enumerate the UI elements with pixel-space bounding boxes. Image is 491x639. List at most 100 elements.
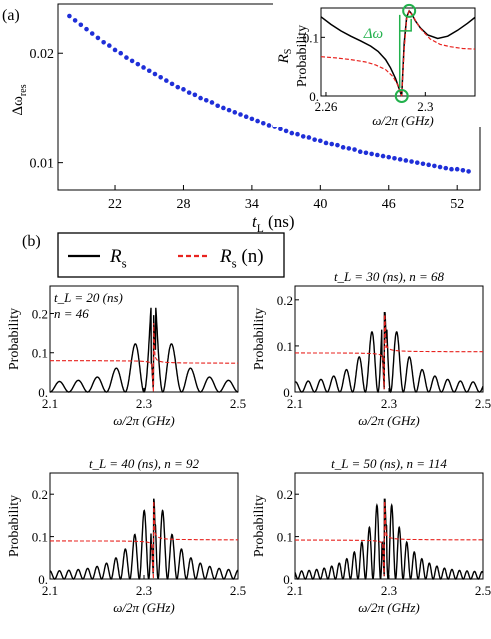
x-axis-label: ω/2π (GHz): [358, 600, 420, 615]
inset-series-rs-n: [320, 9, 476, 97]
data-point: [403, 158, 409, 163]
subplot-annotation: t_L = 20 (ns): [54, 290, 123, 305]
data-point: [312, 137, 317, 142]
data-point: [266, 123, 272, 128]
inset-x-tick-label: 2.26: [315, 99, 338, 114]
inset-x-tick-label: 2.3: [417, 99, 433, 114]
data-point: [112, 47, 118, 53]
series-rs-n-line: [50, 501, 238, 580]
data-point: [89, 31, 95, 36]
data-point: [107, 43, 112, 48]
x-tick-label: 52: [450, 197, 464, 212]
inset-y-tick-label: 0.: [309, 89, 319, 104]
y-tick-label: 0.1: [32, 530, 48, 545]
x-tick-label: 2.3: [381, 396, 397, 411]
y-axis-label: Probability: [7, 495, 22, 557]
x-tick-label: 2.5: [475, 396, 491, 411]
data-point: [192, 92, 198, 98]
x-tick-label: 2.1: [42, 583, 58, 598]
data-point: [141, 65, 146, 70]
data-point: [443, 165, 449, 171]
data-point: [300, 134, 306, 139]
y-tick-label: 0.: [283, 385, 293, 400]
data-point: [101, 39, 106, 45]
legend-label: Rs (n): [219, 246, 264, 270]
data-point: [449, 166, 454, 172]
y-tick-label: 0.02: [30, 47, 55, 62]
data-point: [363, 150, 369, 156]
series-rs-line: [49, 307, 239, 393]
data-point: [346, 146, 352, 151]
x-tick-label: 2.5: [230, 583, 246, 598]
panel-b-chart-tl40: 2.1 2.3 2.5 0. 0.1 0.2 Probability ω/2π (GHz) t_…: [7, 456, 246, 615]
x-tick-label: 22: [108, 197, 122, 212]
data-point: [454, 166, 460, 172]
x-axis-label: ω/2π (GHz): [113, 413, 175, 428]
data-point: [318, 138, 323, 144]
inset-background: [273, 2, 481, 127]
inset-y-tick-label: 0.1: [303, 30, 319, 45]
data-point: [283, 128, 289, 134]
data-point: [249, 116, 255, 122]
y-tick-label: 0.: [283, 572, 293, 587]
data-point: [437, 164, 443, 170]
inset-x-axis-label: ω/2π (GHz): [372, 113, 434, 128]
data-point: [295, 131, 300, 137]
data-point: [340, 145, 346, 150]
x-tick-label: 2.1: [42, 396, 58, 411]
panel-b-chart-tl50: 2.1 2.3 2.5 0. 0.1 0.2 Probability ω/2π (GHz) t_…: [252, 456, 491, 615]
legend-label: Rs: [109, 246, 127, 270]
data-point: [129, 58, 135, 64]
subplot-annotation: n = 46: [54, 306, 89, 321]
panel-a-chart: 22 28 34 40 46 52 0.01 0.02 Δωres tL (ns): [10, 3, 481, 235]
data-point: [397, 157, 403, 162]
data-point: [181, 87, 186, 92]
y-axis-label: Probability: [252, 308, 267, 370]
data-point: [67, 13, 72, 19]
y-tick-label: 0.1: [277, 339, 293, 354]
data-point: [466, 169, 471, 174]
y-axis-label: Δωres: [10, 84, 29, 115]
x-tick-label: 2.5: [475, 583, 491, 598]
panel-label-b: (b): [22, 233, 41, 250]
series-rs-line: [49, 498, 239, 580]
data-point: [409, 159, 414, 164]
data-point: [238, 112, 243, 117]
data-point: [243, 114, 249, 119]
data-point: [369, 151, 374, 157]
data-point: [175, 84, 181, 90]
panel-b-chart-tl30: 2.1 2.3 2.5 0. 0.1 0.2 Probability ω/2π (GHz) t_…: [252, 269, 491, 428]
data-point: [329, 141, 335, 147]
data-point: [414, 160, 420, 165]
data-point: [221, 105, 226, 111]
data-point: [226, 107, 232, 113]
y-tick-label: 0.01: [30, 157, 55, 172]
panel-b-legend: Rs Rs (n): [57, 232, 285, 278]
data-point: [169, 81, 175, 87]
data-point: [209, 100, 215, 105]
data-point: [289, 130, 295, 136]
x-tick-label: 2.1: [287, 583, 303, 598]
subplot-frame: [49, 472, 239, 580]
y-axis-label: Probability: [7, 308, 22, 370]
series-rs-line: [294, 312, 484, 394]
subplot-annotation: t_L = 50 (ns), n = 114: [331, 456, 447, 471]
series-rs-n-line: [50, 322, 238, 393]
data-point: [95, 35, 101, 41]
y-tick-label: 0.2: [277, 487, 293, 502]
data-point: [232, 110, 238, 115]
x-axis-label: tL (ns): [252, 212, 295, 235]
inset-delta-annotation: Δω: [363, 26, 383, 42]
data-point: [335, 142, 340, 148]
data-point: [203, 97, 209, 103]
x-tick-label: 2.1: [287, 396, 303, 411]
data-point: [380, 153, 386, 159]
y-tick-label: 0.1: [32, 346, 48, 361]
data-point: [152, 71, 158, 77]
inset-highlight-marker: [402, 3, 417, 18]
data-point: [255, 118, 260, 124]
series-rs-n-line: [295, 314, 483, 390]
inset-y-axis-label: Probability: [295, 25, 310, 87]
inset-delta-bracket: [398, 14, 412, 88]
